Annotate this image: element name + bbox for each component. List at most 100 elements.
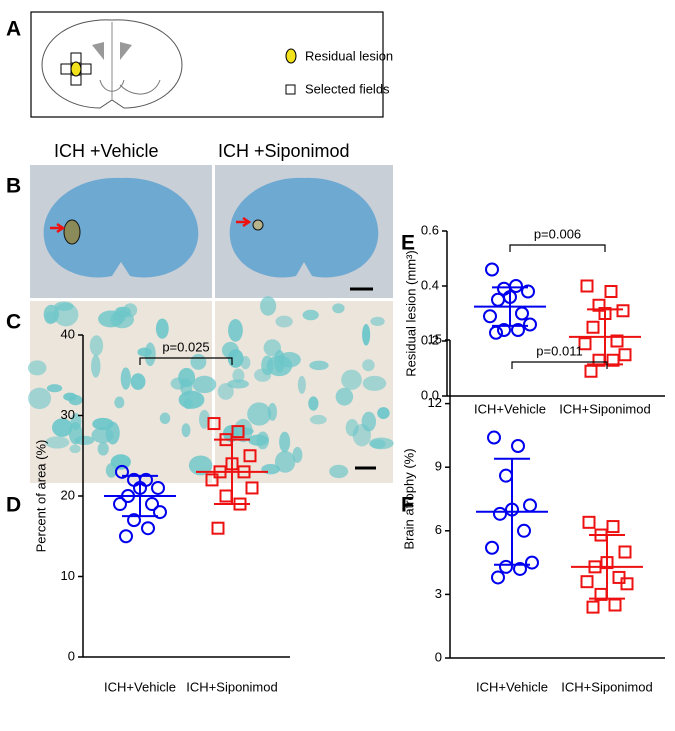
arrow <box>236 216 252 228</box>
data-point <box>620 577 634 591</box>
p-value: p=0.025 <box>162 339 209 354</box>
stain-blob <box>260 296 277 316</box>
stain-blob <box>190 353 207 370</box>
p-value: p=0.006 <box>534 226 581 241</box>
stain-blob <box>362 324 371 346</box>
data-point <box>483 309 497 324</box>
stain-blob <box>155 318 169 339</box>
data-point <box>113 497 127 512</box>
x-tick-label: ICH+Vehicle <box>104 679 176 694</box>
stain-blob <box>130 373 146 390</box>
legend-field <box>285 84 296 95</box>
x-tick-label: ICH+Siponimod <box>186 679 277 694</box>
y-tick-label: 0 <box>435 649 442 664</box>
stain-blob <box>368 437 394 450</box>
arrow <box>50 222 66 234</box>
stain-blob <box>232 368 245 383</box>
data-point <box>515 306 529 321</box>
stain-blob <box>115 306 131 318</box>
y-axis-label: Brain atrophy (%) <box>401 448 416 549</box>
data-point <box>618 545 632 559</box>
panel-letter: F <box>401 494 414 517</box>
stain-blob <box>309 414 327 425</box>
stain-blob <box>44 311 56 325</box>
data-point <box>489 325 503 340</box>
stain-blob <box>181 423 191 438</box>
y-tick-label: 30 <box>61 407 75 422</box>
stain-blob <box>91 427 114 444</box>
data-point <box>580 279 594 293</box>
lesion <box>252 219 264 231</box>
error-bar <box>589 534 625 600</box>
error-bar <box>587 308 623 366</box>
data-point <box>606 353 620 367</box>
x-tick-label: ICH+Siponimod <box>559 401 650 416</box>
y-tick-label: 9 <box>435 459 442 474</box>
data-point <box>513 561 527 576</box>
legend-text: Selected fields <box>305 81 390 96</box>
structure <box>99 79 125 92</box>
stain-blob <box>188 455 213 476</box>
stain-blob <box>248 434 269 446</box>
stain-blob <box>69 444 81 454</box>
stain-blob <box>263 339 281 357</box>
image-title: ICH +Siponimod <box>218 141 350 161</box>
significance-bracket <box>509 244 606 252</box>
stain-blob <box>159 412 171 425</box>
stain-blob <box>89 335 104 356</box>
data-point <box>485 262 499 277</box>
y-tick-label: 40 <box>61 326 75 341</box>
stain-blob <box>45 436 70 449</box>
data-point <box>511 439 525 453</box>
data-point <box>584 364 598 378</box>
schematic: Residual lesion Selected fields <box>30 11 393 118</box>
data-point <box>586 600 600 614</box>
stain-blob <box>309 360 329 371</box>
stain-blob <box>308 396 319 411</box>
data-point <box>231 425 245 439</box>
stain-blob <box>362 359 375 372</box>
stain-blob <box>51 418 73 437</box>
stain-blob <box>91 354 101 378</box>
panel-letter: C <box>6 311 21 334</box>
data-point <box>608 598 622 612</box>
y-tick-label: 15 <box>428 331 442 346</box>
error-bar <box>492 286 528 327</box>
structure <box>119 79 161 95</box>
stain-blob <box>221 341 239 359</box>
panel-letter: A <box>6 18 21 41</box>
stain-blob <box>183 398 193 410</box>
panel-letter: E <box>401 232 415 255</box>
data-point <box>119 529 133 544</box>
x-tick-label: ICH+Vehicle <box>474 401 546 416</box>
stain-blob <box>114 396 125 409</box>
stain-blob <box>198 409 210 429</box>
data-point <box>153 505 167 520</box>
y-tick-label: 6 <box>435 522 442 537</box>
data-point <box>145 497 159 512</box>
stain-blob <box>27 360 47 376</box>
data-point <box>491 570 505 585</box>
y-tick-label: 0.2 <box>421 332 439 347</box>
legend-lesion <box>285 48 297 64</box>
stain-blob <box>267 402 277 421</box>
stain-blob <box>274 450 296 473</box>
stain-blob <box>329 464 349 479</box>
stain-blob <box>192 375 217 394</box>
x-tick-label: ICH+Vehicle <box>476 679 548 694</box>
data-point <box>243 449 257 463</box>
y-axis-label: Percent of area (%) <box>33 440 48 553</box>
data-point <box>497 323 511 337</box>
p-value: p=0.011 <box>536 343 582 358</box>
stain-blob <box>377 407 390 420</box>
data-point <box>606 520 620 534</box>
legend-text: Residual lesion <box>305 48 393 63</box>
data-point <box>509 279 523 293</box>
lesion <box>63 219 81 245</box>
data-point <box>616 304 630 318</box>
error-bar <box>122 474 158 518</box>
data-point <box>485 540 499 555</box>
data-point <box>525 555 539 570</box>
lesion-marker <box>70 61 82 77</box>
stain-blob <box>178 367 196 388</box>
